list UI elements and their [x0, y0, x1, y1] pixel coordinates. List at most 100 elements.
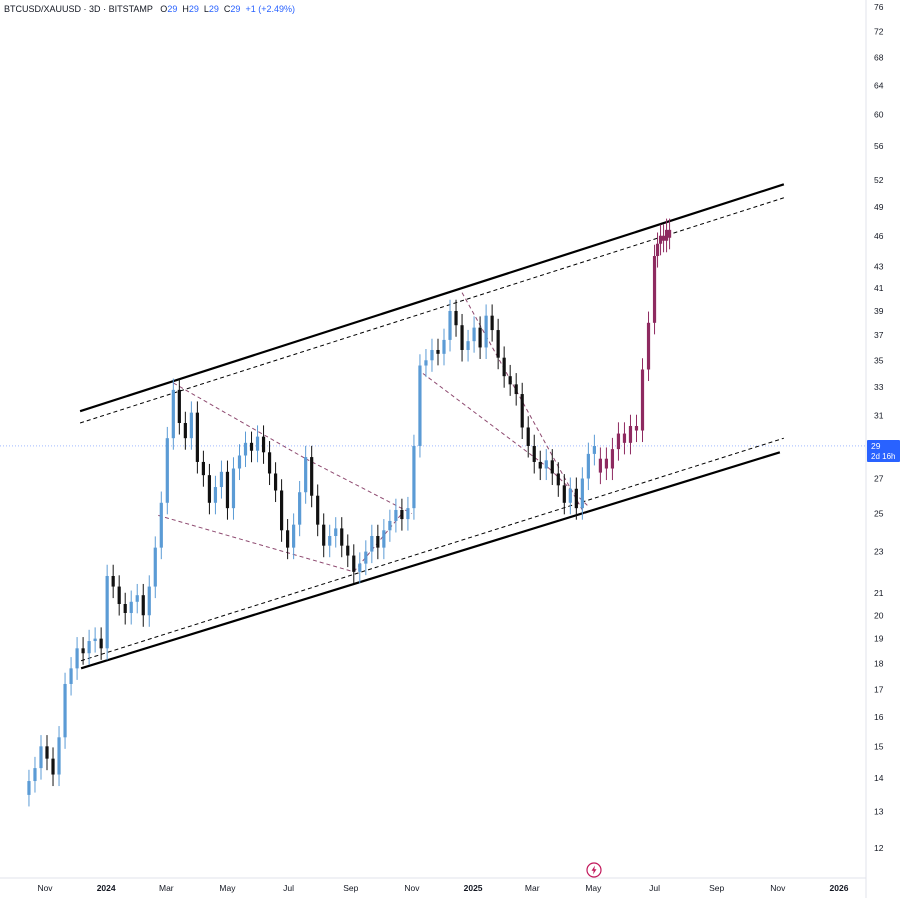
candle-body — [177, 389, 181, 423]
candle-body — [556, 473, 560, 486]
candle-body — [667, 229, 672, 238]
price-tick-label: 31 — [874, 411, 884, 421]
time-tick-label: Jul — [283, 883, 294, 893]
time-tick-label: Mar — [159, 883, 174, 893]
price-badge-value: 29 — [871, 441, 881, 451]
candle-body — [304, 457, 308, 493]
candle-body — [532, 445, 536, 462]
candle-body — [123, 604, 127, 613]
candle-body — [334, 528, 338, 536]
header-separator: · — [103, 4, 107, 14]
price-tick-label: 25 — [874, 509, 884, 519]
candle-body — [394, 509, 398, 521]
candle-body — [526, 427, 530, 446]
price-tick-label: 41 — [874, 283, 884, 293]
candle-body — [135, 595, 139, 602]
price-tick-label: 46 — [874, 231, 884, 241]
time-axis: Nov 2024 Mar May Jul Sep Nov 2025 Mar May Jul Sep No… — [37, 883, 848, 893]
candle-body — [646, 322, 651, 370]
candle-body — [550, 460, 554, 474]
candle-body — [352, 555, 356, 572]
candle-body — [153, 547, 157, 587]
price-tick-label: 21 — [874, 588, 884, 598]
candle-body — [418, 365, 422, 446]
interval-label[interactable]: 3D — [89, 4, 101, 14]
candles — [27, 218, 672, 807]
candle-body — [430, 349, 434, 361]
candle-body — [213, 487, 218, 503]
price-tick-label: 39 — [874, 306, 884, 316]
time-tick-label: Nov — [404, 883, 420, 893]
high-value: 29 — [188, 4, 199, 14]
candle-body — [592, 445, 596, 454]
candle-body — [195, 412, 199, 462]
header-separator: · — [83, 4, 87, 14]
price-tick-label: 27 — [874, 474, 884, 484]
candle-body — [105, 575, 109, 649]
price-tick-label: 52 — [874, 175, 884, 185]
channel-upper-inner-line — [79, 197, 785, 424]
candle-body — [117, 586, 121, 605]
candle-body — [364, 551, 368, 564]
candle-body — [580, 478, 584, 509]
candle-body — [655, 243, 660, 257]
close-value: 29 — [230, 4, 241, 14]
price-badge-countdown: 2d 16h — [871, 452, 895, 461]
candle-body — [340, 528, 344, 546]
candle-body — [141, 595, 145, 616]
candle-body — [502, 357, 506, 377]
open-label: O — [160, 4, 168, 14]
price-tick-label: 16 — [874, 712, 884, 722]
candle-body — [652, 256, 657, 323]
candle-body — [628, 425, 633, 443]
candle-body — [292, 524, 296, 548]
channel-lower-line — [80, 451, 781, 670]
candle-body — [201, 461, 205, 476]
candle-body — [225, 471, 230, 509]
candle-body — [243, 442, 248, 456]
candle-body — [219, 471, 224, 488]
candle-body — [279, 490, 284, 531]
price-tick-label: 72 — [874, 27, 884, 37]
time-tick-label: Nov — [770, 883, 786, 893]
price-tick-label: 64 — [874, 80, 884, 90]
symbol-label[interactable]: BTCUSD/XAUUSD — [4, 4, 82, 14]
channel-lower-inner-line — [80, 437, 785, 662]
time-tick-label: Mar — [525, 883, 540, 893]
candle-body — [255, 436, 260, 451]
price-tick-label: 17 — [874, 684, 884, 694]
candle-body — [610, 449, 615, 469]
candle-body — [183, 422, 187, 439]
candle-body — [328, 535, 332, 546]
price-tick-label: 68 — [874, 53, 884, 63]
candle-body — [249, 442, 254, 451]
high-label: H — [182, 4, 189, 14]
price-tick-label: 14 — [874, 773, 884, 783]
open-value: 29 — [167, 4, 178, 14]
candle-body — [634, 425, 639, 431]
time-tick-label: Sep — [709, 883, 724, 893]
candle-body — [69, 668, 73, 684]
candle-body — [448, 310, 452, 340]
candle-body — [171, 389, 175, 439]
candle-body — [75, 648, 79, 669]
candle-body — [424, 360, 428, 366]
close-label: C — [223, 4, 231, 14]
price-badge — [867, 439, 900, 462]
candle-body — [39, 746, 43, 769]
candle-body — [496, 330, 500, 358]
candle-body — [93, 638, 97, 642]
candle-body — [147, 586, 151, 616]
candle-body — [640, 369, 645, 431]
price-tick-label: 33 — [874, 382, 884, 392]
candle-body — [129, 601, 133, 613]
candle-body — [237, 455, 242, 469]
lightning-icon[interactable] — [586, 862, 602, 878]
candle-body — [400, 509, 404, 520]
price-tick-label: 76 — [874, 2, 884, 12]
candle-body — [322, 524, 326, 546]
candle-body — [598, 458, 602, 473]
time-tick-label: 2026 — [830, 883, 849, 893]
